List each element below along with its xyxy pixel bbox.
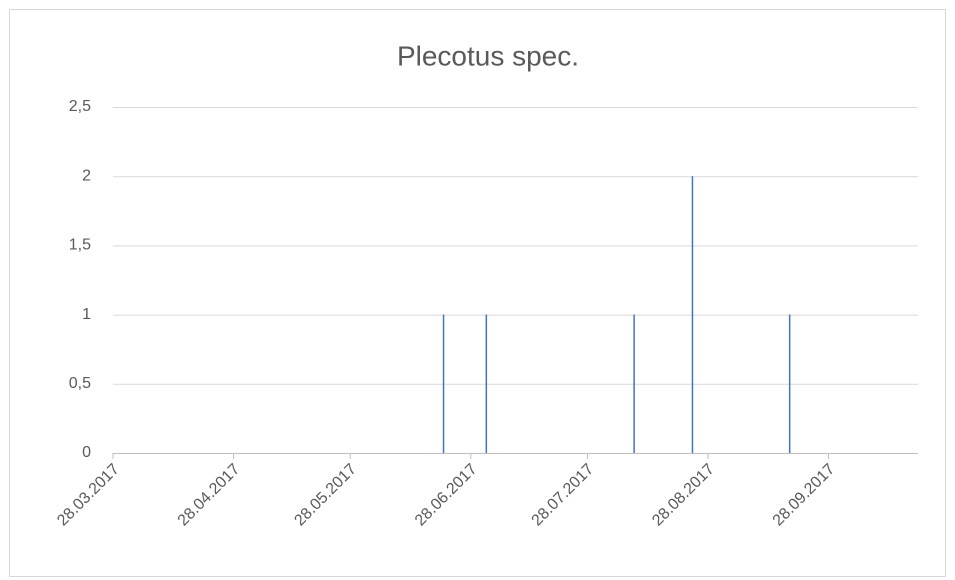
y-tick-label: 2 [82, 167, 91, 184]
bar [691, 176, 694, 453]
chart-title: Plecotus spec. [397, 40, 579, 71]
bar [633, 314, 635, 453]
y-tick-label: 1 [82, 306, 91, 323]
y-tick-label: 0 [82, 444, 91, 461]
y-tick-label: 1,5 [69, 237, 91, 254]
bar [442, 314, 445, 453]
bar [788, 314, 791, 453]
chart-border [9, 9, 946, 577]
y-tick-label: 2,5 [69, 98, 91, 115]
bar [485, 314, 488, 453]
y-tick-label: 0,5 [69, 375, 91, 392]
